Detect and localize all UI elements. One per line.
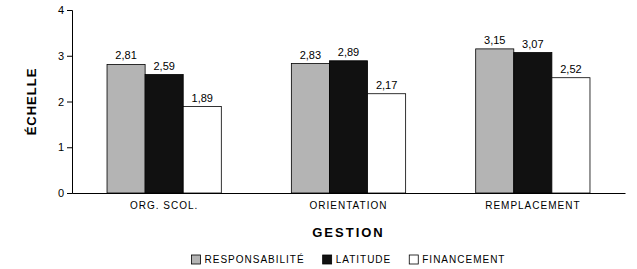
tick-label: REMPLACEMENT bbox=[485, 200, 580, 211]
legend-label: RESPONSABILITÉ bbox=[205, 253, 305, 265]
tick-label: 4 bbox=[58, 4, 64, 16]
tick: 4 bbox=[58, 4, 72, 16]
y-axis-title: ÉCHELLE bbox=[24, 68, 39, 136]
tick-label: 1 bbox=[58, 141, 64, 153]
data-label: 2,83 bbox=[300, 49, 321, 61]
tick: 3 bbox=[58, 50, 72, 62]
legend-swatch bbox=[323, 255, 332, 264]
bars bbox=[107, 49, 590, 193]
tick: ORG. SCOL. bbox=[130, 193, 198, 211]
tick: 2 bbox=[58, 96, 72, 108]
tick: 0 bbox=[58, 187, 72, 199]
data-label: 2,89 bbox=[338, 46, 359, 58]
data-label: 2,17 bbox=[376, 79, 397, 91]
bar bbox=[368, 94, 406, 193]
tick: ORIENTATION bbox=[310, 193, 388, 211]
tick-label: 3 bbox=[58, 50, 64, 62]
data-label: 2,59 bbox=[153, 60, 174, 72]
bar bbox=[291, 64, 329, 193]
legend-label: FINANCEMENT bbox=[422, 254, 505, 265]
tick-label: 0 bbox=[58, 187, 64, 199]
chart: 2,81 2,83 3,15 2,59 2,89 3,07 1,89 2,17 2,52 0 1 2 3… bbox=[0, 0, 637, 269]
axis-line bbox=[67, 11, 73, 194]
x-axis: ORG. SCOL. ORIENTATION REMPLACEMENT bbox=[73, 193, 626, 211]
legend-swatch bbox=[409, 255, 418, 264]
tick-label: ORIENTATION bbox=[310, 200, 388, 211]
series bbox=[183, 78, 590, 193]
legend-label: LATITUDE bbox=[336, 254, 392, 265]
x-axis-title: GESTION bbox=[312, 225, 385, 240]
bar bbox=[552, 78, 590, 193]
tick-mark bbox=[67, 102, 72, 103]
legend-item: RESPONSABILITÉ bbox=[192, 253, 305, 265]
data-label: 2,81 bbox=[115, 49, 136, 61]
tick: 1 bbox=[58, 141, 72, 153]
bar bbox=[145, 75, 183, 193]
axis-line bbox=[73, 193, 626, 194]
y-axis: 0 1 2 3 4 bbox=[58, 4, 73, 199]
legend: RESPONSABILITÉ LATITUDE FINANCEMENT bbox=[192, 253, 506, 265]
tick-mark bbox=[67, 193, 72, 194]
data-labels: 2,81 2,83 3,15 2,59 2,89 3,07 1,89 2,17 2,52 bbox=[115, 34, 581, 104]
bar bbox=[329, 61, 367, 193]
bar bbox=[183, 107, 221, 193]
plot: 2,81 2,83 3,15 2,59 2,89 3,07 1,89 2,17 2,52 0 1 2 3… bbox=[58, 4, 626, 211]
bar bbox=[107, 64, 145, 193]
bar bbox=[476, 49, 514, 193]
tick: REMPLACEMENT bbox=[485, 193, 580, 211]
data-label: 3,07 bbox=[522, 38, 543, 50]
data-label: 1,89 bbox=[192, 92, 213, 104]
legend-swatch bbox=[192, 255, 201, 264]
data-label: 2,52 bbox=[560, 63, 581, 75]
tick-label: ORG. SCOL. bbox=[130, 200, 198, 211]
data-label: 3,15 bbox=[484, 34, 505, 46]
series bbox=[145, 53, 552, 193]
series bbox=[107, 49, 514, 193]
tick-mark bbox=[67, 56, 72, 57]
legend-item: FINANCEMENT bbox=[409, 254, 505, 265]
legend-item: LATITUDE bbox=[323, 254, 392, 265]
tick-mark bbox=[67, 147, 72, 148]
bar bbox=[514, 53, 552, 193]
tick-label: 2 bbox=[58, 96, 64, 108]
tick-mark bbox=[67, 10, 72, 11]
